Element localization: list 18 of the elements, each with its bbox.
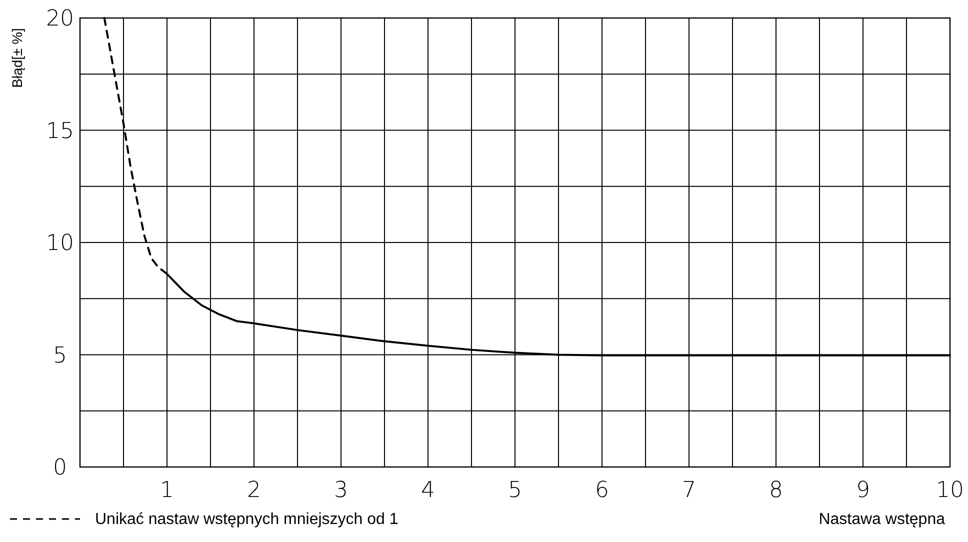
y-tick-label: 0 [53,456,67,481]
legend-label: Unikać nastaw wstępnych mniejszych od 1 [95,511,398,528]
x-tick-label: 1 [160,478,174,503]
y-tick-label: 10 [46,231,74,256]
x-tick-label: 2 [247,478,261,503]
y-tick-label: 5 [53,343,67,368]
x-tick-label: 3 [334,478,348,503]
x-axis-title: Nastawa wstępna [818,511,946,528]
x-tick-label: 7 [682,478,696,503]
x-tick-label: 5 [508,478,522,503]
y-axis-title: Błąd[± %] [9,28,25,88]
y-tick-label: 15 [46,118,74,144]
y-tick-label: 20 [46,6,74,32]
x-tick-label: 9 [856,478,870,503]
x-tick-label: 6 [595,478,609,503]
x-tick-label: 4 [421,478,435,503]
x-tick-label: 10 [936,478,964,503]
x-tick-label: 8 [769,478,783,503]
